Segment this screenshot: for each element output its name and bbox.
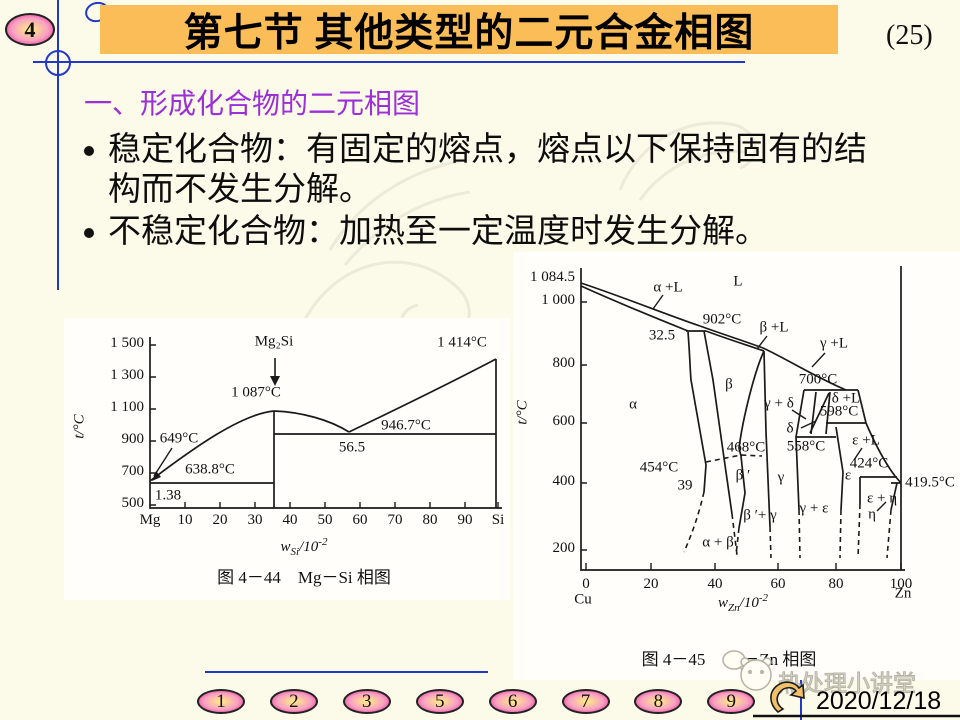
diagram-label: 454°C — [639, 459, 679, 476]
title-bar: 第七节 其他类型的二元合金相图 — [100, 5, 838, 55]
bullet-item: 稳定化合物：有固定的熔点，熔点以下保持固有的结构而不发生分解。 — [84, 130, 886, 210]
diagram-label: β — [725, 376, 733, 393]
nav-button-2[interactable]: 2 — [269, 689, 318, 714]
x-tick-label: 20 — [212, 512, 228, 528]
x-tick-label: Si — [491, 512, 505, 528]
x-axis-label: wSi/10-2 — [280, 536, 328, 558]
diagram-label: α — [629, 396, 637, 413]
section-heading: 一、形成化合物的二元相图 — [84, 89, 421, 120]
y-tick-label: 600 — [552, 413, 576, 429]
nav-button-7[interactable]: 7 — [561, 689, 610, 714]
return-arrow-icon[interactable] — [768, 680, 808, 716]
bullet-dot-icon — [84, 146, 94, 156]
diagram-label: Zn — [894, 585, 912, 602]
y-tick-label: 1 300 — [110, 367, 144, 383]
y-tick-label: 1 100 — [110, 399, 144, 415]
x-axis-label: wZn/10-2 — [718, 592, 768, 614]
y-tick-label: 1 084.5 — [530, 269, 575, 285]
y-tick-label: 1 000 — [541, 292, 575, 308]
diagram-label: 1 414°C — [437, 334, 487, 351]
x-tick-label: Mg — [139, 512, 161, 528]
nav-button-9[interactable]: 9 — [707, 689, 756, 714]
diagram-label: 946.7°C — [381, 417, 431, 434]
diagram-label: 1.38 — [154, 487, 182, 504]
diagram-label: 419.5°C — [905, 474, 955, 491]
watermark-logo-icon — [722, 650, 772, 691]
slide-title: 第七节 其他类型的二元合金相图 — [183, 11, 755, 55]
mg-si-phase-diagram: t/°C wSi/10-2 图 4－44 Mg－Si 相图 1 500 1 300… — [64, 318, 510, 600]
current-page-badge: 4 — [5, 13, 55, 46]
diagram-label: α + β — [702, 534, 734, 551]
nav-button-1[interactable]: 1 — [197, 689, 245, 714]
diagram-label: 902°C — [702, 311, 742, 328]
x-tick-label: 100 — [889, 576, 913, 592]
y-tick-label: 700 — [121, 463, 145, 479]
diagram-label: η — [868, 506, 876, 523]
y-tick-label: 500 — [121, 495, 145, 511]
x-tick-label: 80 — [828, 576, 844, 592]
diagram-label: 468°C — [726, 439, 766, 456]
bullet-dot-icon — [84, 228, 94, 238]
diagram-label: α +L — [653, 279, 683, 296]
diagram-label: β +L — [759, 319, 789, 336]
y-tick-label: 1 500 — [110, 335, 144, 351]
diagram-label: 649°C — [159, 430, 199, 447]
diagram-label: β ′ — [735, 467, 751, 484]
diagram-label: 638.8°C — [185, 461, 235, 478]
diagram-label: γ +L — [819, 335, 849, 352]
x-tick-label: 80 — [422, 512, 438, 528]
x-tick-label: 60 — [770, 576, 786, 592]
diagram-label: Mg₂Si — [254, 333, 294, 350]
nav-button-8[interactable]: 8 — [634, 689, 683, 714]
diagram-label: 1 087°C — [231, 384, 281, 401]
bullet-item: 不稳定化合物：加热至一定温度时发生分解。 — [84, 212, 928, 252]
x-tick-label: 90 — [457, 512, 473, 528]
diagram-label: ε +L — [852, 432, 880, 449]
x-tick-label: 40 — [707, 576, 723, 592]
diagram-label: δ +L — [831, 390, 861, 407]
diagram-label: Cu — [574, 591, 592, 608]
bullet-text: 不稳定化合物：加热至一定温度时发生分解。 — [108, 214, 768, 250]
page-number: (25) — [886, 20, 933, 51]
y-tick-label: 900 — [121, 431, 145, 447]
x-tick-label: 70 — [387, 512, 403, 528]
y-tick-label: 800 — [552, 355, 576, 371]
diagram-label: L — [733, 273, 743, 290]
x-tick-label: 10 — [177, 512, 193, 528]
diagram-label: γ + ε — [799, 500, 829, 517]
diagram-label: ε + η — [866, 490, 898, 507]
cu-zn-plot-lines — [580, 266, 905, 571]
figure-caption: 图 4－44 Mg－Si 相图 — [217, 568, 391, 587]
diagram-label: 56.5 — [338, 439, 366, 456]
diagram-label: γ — [777, 469, 785, 486]
y-tick-label: 400 — [552, 473, 576, 489]
x-tick-label: 20 — [643, 576, 659, 592]
bullet-text: 稳定化合物：有固定的熔点，熔点以下保持固有的结构而不发生分解。 — [108, 132, 867, 208]
diagram-label: ε — [844, 467, 852, 484]
diagram-label: δ — [786, 420, 794, 437]
diagram-label: 424°C — [849, 455, 889, 472]
current-page-number: 4 — [24, 16, 36, 42]
nav-button-3[interactable]: 3 — [342, 689, 391, 714]
x-tick-label: 60 — [352, 512, 368, 528]
diagram-label: 598°C — [819, 403, 859, 420]
diagram-label: 32.5 — [648, 327, 676, 344]
diagram-label: 558°C — [786, 438, 826, 455]
diagram-label: 39 — [677, 477, 693, 494]
diagram-label: β ′+ γ — [743, 507, 777, 524]
diagram-label: γ + δ — [764, 395, 794, 412]
x-tick-label: 50 — [317, 512, 333, 528]
x-tick-label: 0 — [582, 576, 590, 592]
y-tick-label: 200 — [552, 540, 576, 556]
date-label: 2020/12/18 — [816, 687, 942, 715]
x-tick-label: 40 — [282, 512, 298, 528]
nav-button-5[interactable]: 5 — [415, 689, 464, 714]
cu-zn-phase-diagram: t/°C wZn/10-2 图 4－45 Cu－Zn 相图 1 084.5 1 0… — [513, 252, 960, 680]
mg-si-plot-lines — [149, 337, 502, 509]
nav-button-6[interactable]: 6 — [488, 689, 537, 714]
x-tick-label: 30 — [247, 512, 263, 528]
diagram-label: 700°C — [798, 371, 838, 388]
